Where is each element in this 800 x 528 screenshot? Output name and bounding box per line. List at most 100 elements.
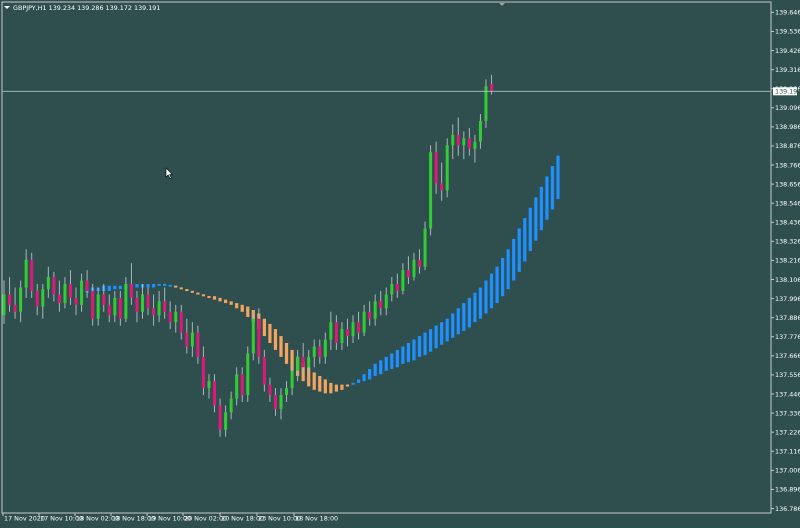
chevron-down-icon[interactable] (4, 6, 10, 9)
band-segment (318, 375, 322, 392)
band-segment (434, 325, 438, 349)
band-segment (323, 379, 327, 394)
y-tick-label: 139.536 (775, 28, 800, 36)
band-segment (456, 308, 460, 335)
candle-body (35, 290, 39, 307)
band-segment (556, 155, 560, 200)
band-segment (395, 349, 399, 368)
candle-body (440, 183, 444, 191)
chart-shift-marker[interactable] (499, 3, 505, 6)
candle-body (218, 405, 222, 430)
band-segment (384, 356, 388, 371)
x-tick-label: 19 Nov 10:00 (148, 515, 191, 523)
y-tick-label: 138.436 (775, 219, 800, 227)
y-tick-label: 137.776 (775, 333, 800, 341)
candle-body (174, 311, 178, 323)
band-segment (401, 346, 405, 364)
candle-body (124, 284, 128, 319)
x-tick-label: 17 Nov 2020 (4, 515, 45, 523)
band-segment (445, 318, 449, 342)
x-tick-label: 17 Nov 10:00 (40, 515, 83, 523)
band-segment (351, 382, 355, 385)
band-segment (451, 313, 455, 338)
candle-body (141, 294, 144, 312)
candle-body (323, 339, 327, 357)
y-tick-label: 138.216 (775, 257, 800, 265)
candle-body (340, 329, 344, 343)
band-segment (512, 238, 516, 281)
band-segment (157, 283, 161, 286)
candle-body (30, 259, 34, 291)
band-segment (207, 296, 211, 299)
candle-body (152, 308, 156, 316)
band-segment (406, 343, 411, 363)
y-tick-label: 137.336 (775, 409, 800, 417)
candle-body (401, 270, 405, 291)
candle-body (52, 277, 56, 295)
band-segment (539, 186, 543, 231)
candle-body (262, 356, 266, 385)
candle-body (318, 346, 322, 357)
band-segment (312, 372, 316, 390)
candle-body (63, 284, 67, 304)
y-tick-label: 139.096 (775, 104, 800, 112)
candle-body (390, 284, 394, 295)
x-tick-label: 18 Nov 18:00 (112, 515, 155, 523)
candle-body (41, 289, 45, 307)
y-tick-label: 137.556 (775, 371, 800, 379)
candle-body (246, 353, 250, 396)
candle-body (57, 294, 61, 304)
band-segment (268, 323, 272, 343)
candle-body (451, 134, 455, 146)
band-segment (390, 353, 394, 370)
candle-body (456, 134, 460, 146)
candle-body (13, 304, 17, 312)
candle-body (251, 318, 255, 354)
candle-body (296, 356, 300, 371)
x-tick-label: 18 Nov 18:00 (295, 515, 338, 523)
band-segment (550, 166, 555, 210)
y-tick-label: 139.316 (775, 66, 800, 74)
candle-body (185, 332, 189, 347)
symbol-header: GBPJPY,H1 139.234 139.286 139.172 139.19… (4, 4, 160, 12)
candle-body (357, 322, 361, 333)
band-segment (345, 384, 350, 387)
candle-body (462, 138, 466, 146)
band-segment (462, 303, 466, 331)
band-segment (113, 285, 117, 290)
y-tick-label: 136.786 (775, 505, 800, 513)
band-segment (373, 363, 377, 376)
candles (2, 74, 494, 437)
candle-body (207, 381, 211, 389)
candle-body (273, 395, 277, 409)
plot-frame (1, 1, 772, 514)
band-segment (118, 285, 122, 290)
band-segment (284, 343, 289, 364)
candle-body (229, 398, 233, 413)
band-segment (279, 336, 283, 357)
symbol-info: GBPJPY,H1 139.234 139.286 139.172 139.19… (13, 4, 160, 12)
band-segment (190, 290, 194, 293)
candle-body (434, 152, 438, 184)
candle-body (307, 356, 311, 368)
band-segment (196, 292, 200, 295)
band-segment (417, 336, 422, 357)
band-segment (534, 197, 538, 241)
candle-body (368, 311, 372, 319)
band-segment (368, 369, 372, 380)
band-segment (212, 296, 217, 300)
candle-body (2, 294, 6, 316)
y-tick-label: 137.666 (775, 352, 800, 360)
candle-body (362, 311, 366, 333)
y-tick-label: 138.766 (775, 161, 800, 169)
candle-body (46, 277, 50, 290)
band-segment (290, 349, 294, 371)
candle-body (285, 388, 289, 396)
y-tick-label: 138.986 (775, 123, 800, 131)
candle-body (484, 86, 488, 121)
candle-body (379, 301, 383, 309)
candle-body (373, 301, 377, 319)
